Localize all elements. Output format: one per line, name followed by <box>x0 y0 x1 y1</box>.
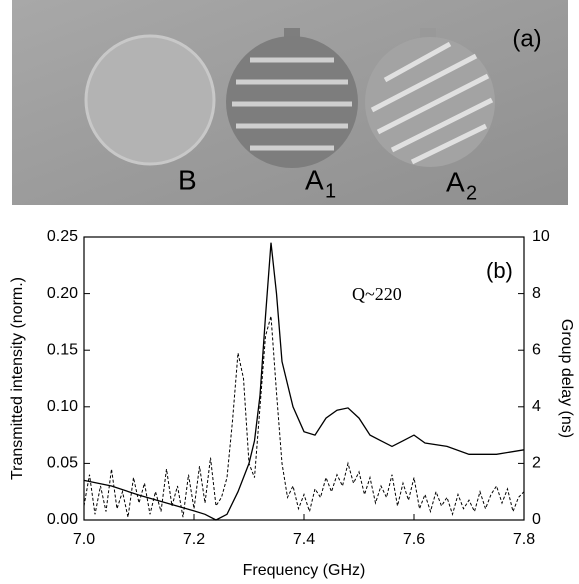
photo-label: B <box>178 164 197 195</box>
annotation: Q~220 <box>352 284 402 304</box>
y-axis-label: Transmitted intensity (norm.) <box>9 277 26 480</box>
x-axis-label: Frequency (GHz) <box>243 562 366 579</box>
photo-label-subscript: 2 <box>466 182 477 204</box>
y-tick-label: 0.05 <box>47 455 78 472</box>
y2-axis-label: Group delay (ns) <box>558 319 575 438</box>
x-tick-label: 7.0 <box>73 531 95 548</box>
y2-tick-label: 10 <box>532 228 550 245</box>
x-tick-label: 7.6 <box>403 531 425 548</box>
slats-a1 <box>232 57 352 151</box>
panel-label: (a) <box>512 25 541 52</box>
photo-label: A <box>446 166 465 197</box>
y2-tick-label: 8 <box>532 285 541 302</box>
sample-a2 <box>365 37 495 167</box>
y2-tick-label: 4 <box>532 398 541 415</box>
data-line <box>83 316 525 518</box>
x-tick-label: 7.2 <box>183 531 205 548</box>
y-tick-label: 0.10 <box>47 398 78 415</box>
data-line <box>83 242 525 521</box>
y2-tick-label: 2 <box>532 455 541 472</box>
tab <box>420 28 436 40</box>
x-tick-label: 7.4 <box>293 531 315 548</box>
photo-label-subscript: 1 <box>325 180 336 202</box>
y2-tick-label: 0 <box>532 511 541 528</box>
y2-tick-label: 6 <box>532 341 541 358</box>
y-tick-label: 0.20 <box>47 285 78 302</box>
panel-label: (b) <box>486 258 513 283</box>
slats-a2 <box>370 41 494 165</box>
y-tick-label: 0.15 <box>47 341 78 358</box>
sample-b <box>84 34 216 166</box>
x-tick-label: 7.8 <box>513 531 535 548</box>
y-tick-label: 0.00 <box>47 511 78 528</box>
plot-frame <box>83 236 525 521</box>
photo-label: A <box>305 164 324 195</box>
y-tick-label: 0.25 <box>47 228 78 245</box>
